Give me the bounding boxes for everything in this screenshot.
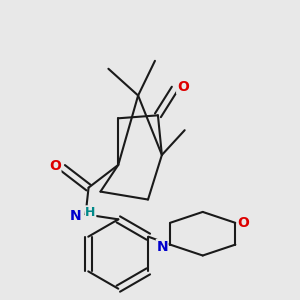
Text: H: H xyxy=(85,206,96,219)
Text: N: N xyxy=(156,240,168,254)
Text: O: O xyxy=(49,159,61,173)
Text: O: O xyxy=(237,216,249,230)
Text: N: N xyxy=(70,209,82,224)
Text: O: O xyxy=(177,80,189,94)
